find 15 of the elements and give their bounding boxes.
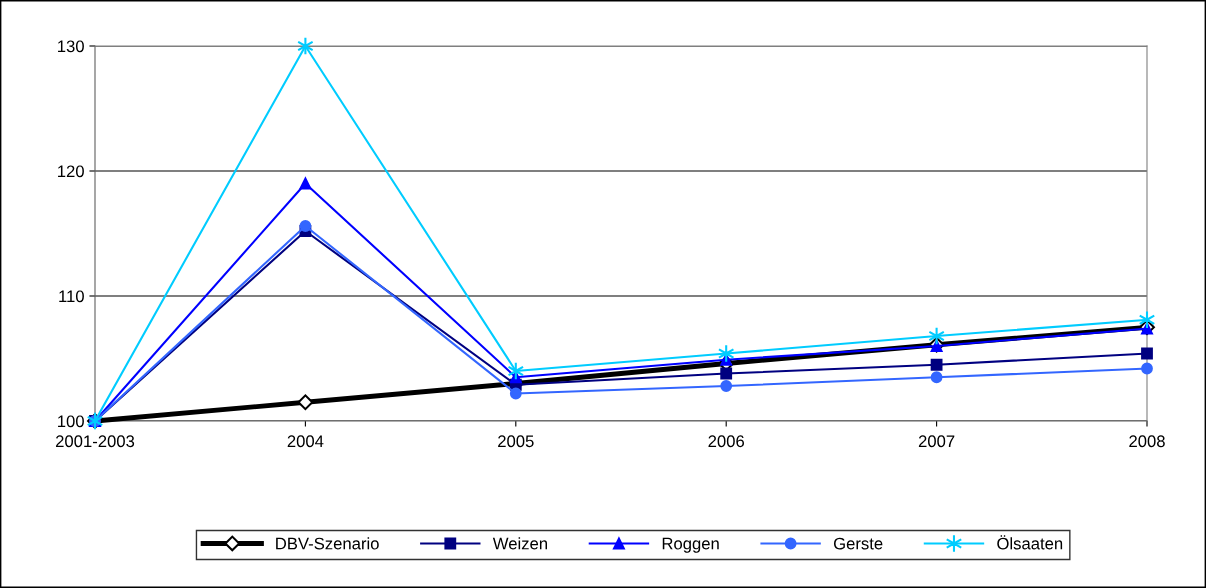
legend-label: Weizen — [492, 537, 547, 550]
y-tick-label: 100 — [58, 415, 84, 428]
legend-label: Gerste — [833, 537, 883, 550]
x-tick-label: 2006 — [708, 435, 745, 448]
y-tick-label: 120 — [58, 165, 84, 178]
legend-label: Ölsaaten — [997, 535, 1063, 550]
x-tick-label: 2007 — [918, 435, 955, 448]
legend-label: Roggen — [662, 537, 719, 553]
x-tick-label: 2004 — [287, 435, 324, 448]
y-tick-label: 110 — [59, 290, 84, 303]
x-tick-label: 2001-2003 — [55, 435, 135, 448]
x-tick-label: 2008 — [1129, 435, 1165, 448]
x-tick-label: 2005 — [498, 435, 534, 448]
y-tick-label: 130 — [58, 40, 84, 53]
legend-label: DBV-Szenario — [276, 537, 379, 550]
